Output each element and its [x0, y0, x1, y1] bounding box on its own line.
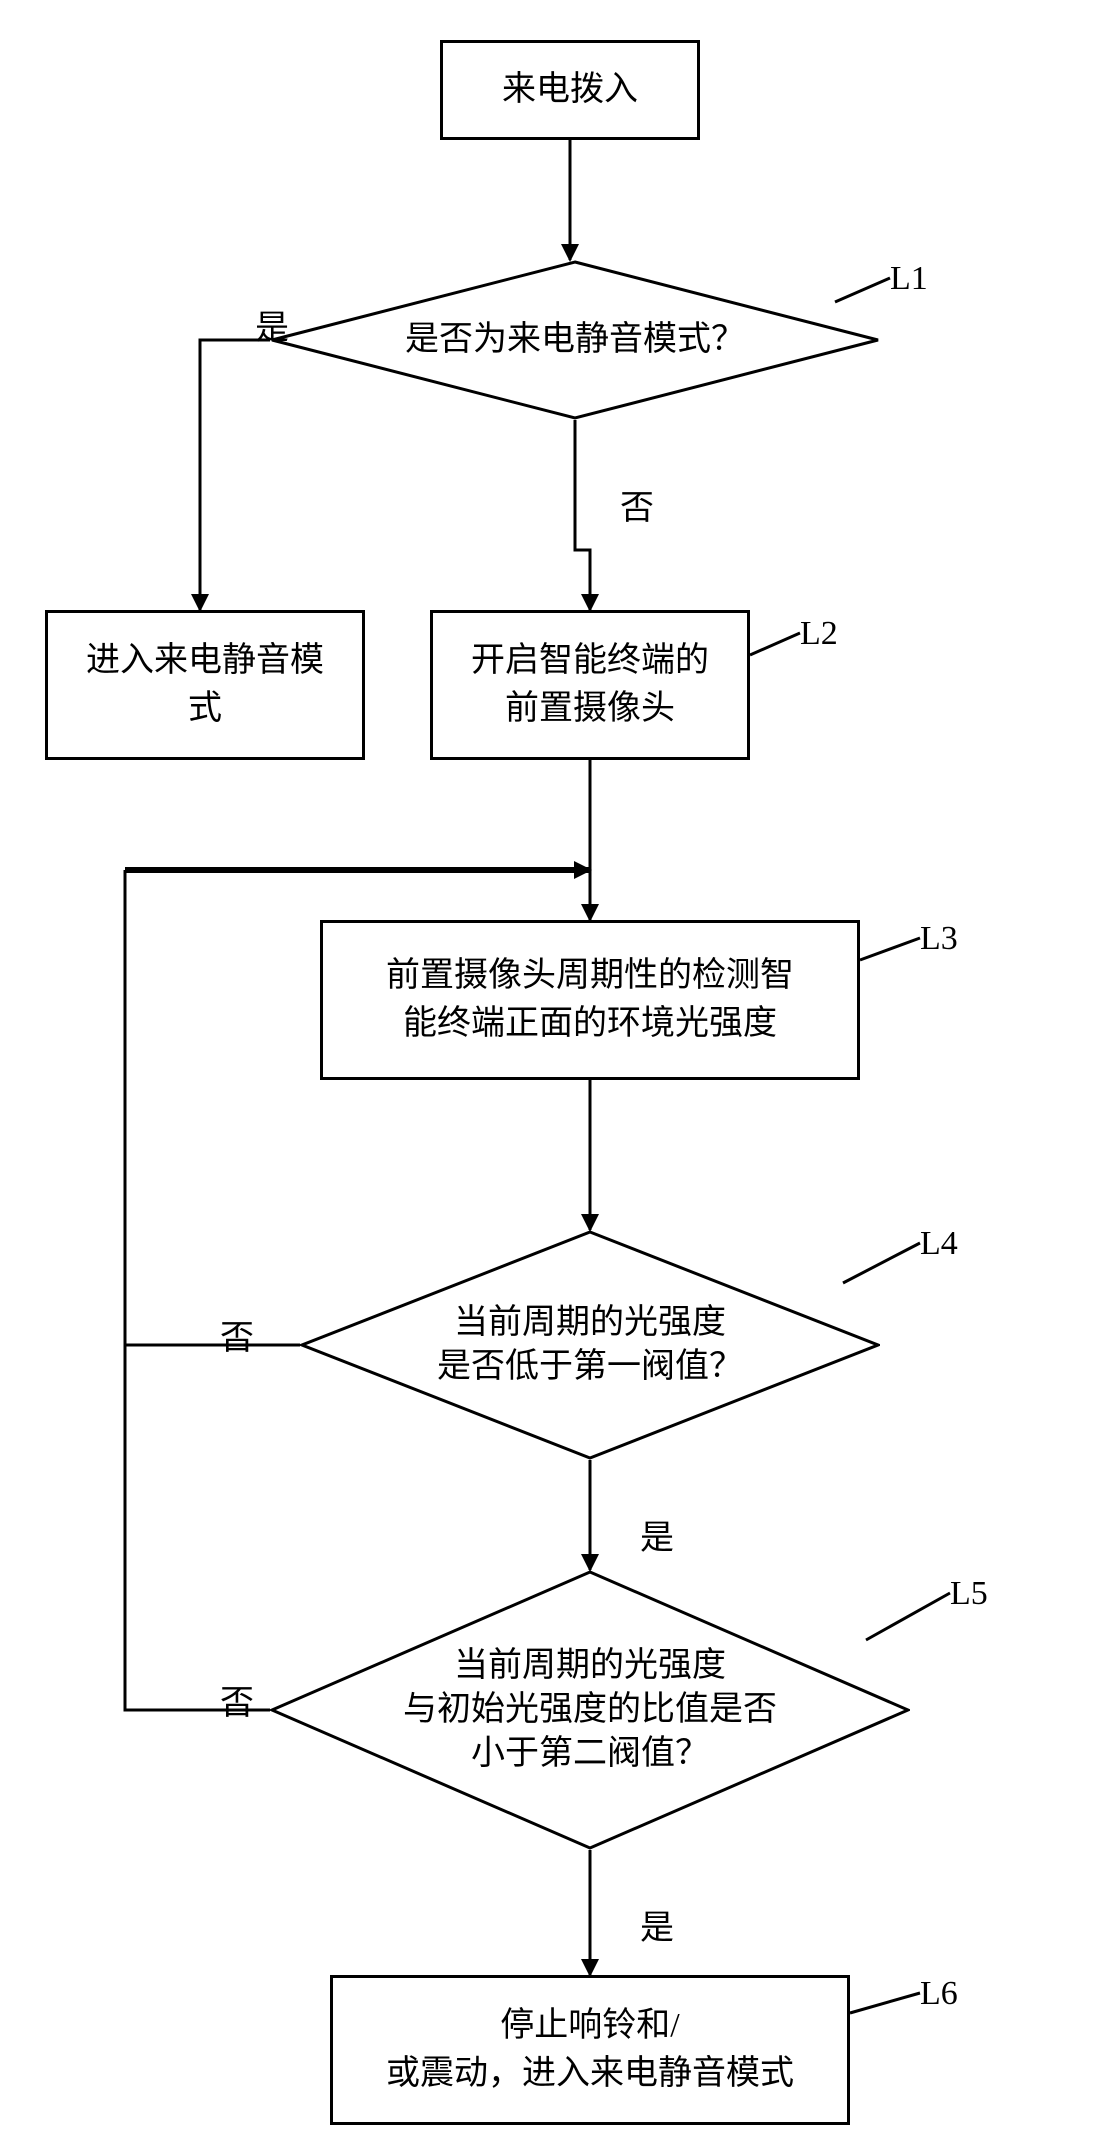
- node-label-L1: L1: [890, 260, 928, 298]
- flow-node-l3: 前置摄像头周期性的检测智能终端正面的环境光强度: [320, 920, 860, 1080]
- flow-decision-d4: 当前周期的光强度是否低于第一阀值？: [300, 1230, 880, 1460]
- flow-decision-text: 当前周期的光强度与初始光强度的比值是否小于第二阀值？: [270, 1570, 910, 1850]
- flow-node-l2: 开启智能终端的前置摄像头: [430, 610, 750, 760]
- edge-label: 是: [640, 1510, 674, 1559]
- node-label-L4: L4: [920, 1225, 958, 1263]
- flow-node-text: 开启智能终端的前置摄像头: [471, 637, 709, 732]
- flow-node-l6: 停止响铃和/或震动，进入来电静音模式: [330, 1975, 850, 2125]
- flow-node-text: 进入来电静音模式: [86, 637, 324, 732]
- flow-decision-d5: 当前周期的光强度与初始光强度的比值是否小于第二阀值？: [270, 1570, 910, 1850]
- flow-decision-text: 是否为来电静音模式？: [270, 260, 880, 420]
- flow-decision-text: 当前周期的光强度是否低于第一阀值？: [300, 1230, 880, 1460]
- node-label-L6: L6: [920, 1975, 958, 2013]
- edge-label: 否: [220, 1310, 254, 1359]
- edge-label: 是: [640, 1900, 674, 1949]
- node-label-L2: L2: [800, 615, 838, 653]
- edge-label: 否: [620, 480, 654, 529]
- flow-node-text: 来电拨入: [502, 66, 638, 114]
- flow-decision-d1: 是否为来电静音模式？: [270, 260, 880, 420]
- node-label-L3: L3: [920, 920, 958, 958]
- edge-label: 是: [255, 300, 289, 349]
- flow-node-text: 前置摄像头周期性的检测智能终端正面的环境光强度: [386, 952, 794, 1047]
- node-label-L5: L5: [950, 1575, 988, 1613]
- edge-label: 否: [220, 1675, 254, 1724]
- flow-node-silent: 进入来电静音模式: [45, 610, 365, 760]
- flow-node-start: 来电拨入: [440, 40, 700, 140]
- flow-node-text: 停止响铃和/或震动，进入来电静音模式: [386, 2002, 794, 2097]
